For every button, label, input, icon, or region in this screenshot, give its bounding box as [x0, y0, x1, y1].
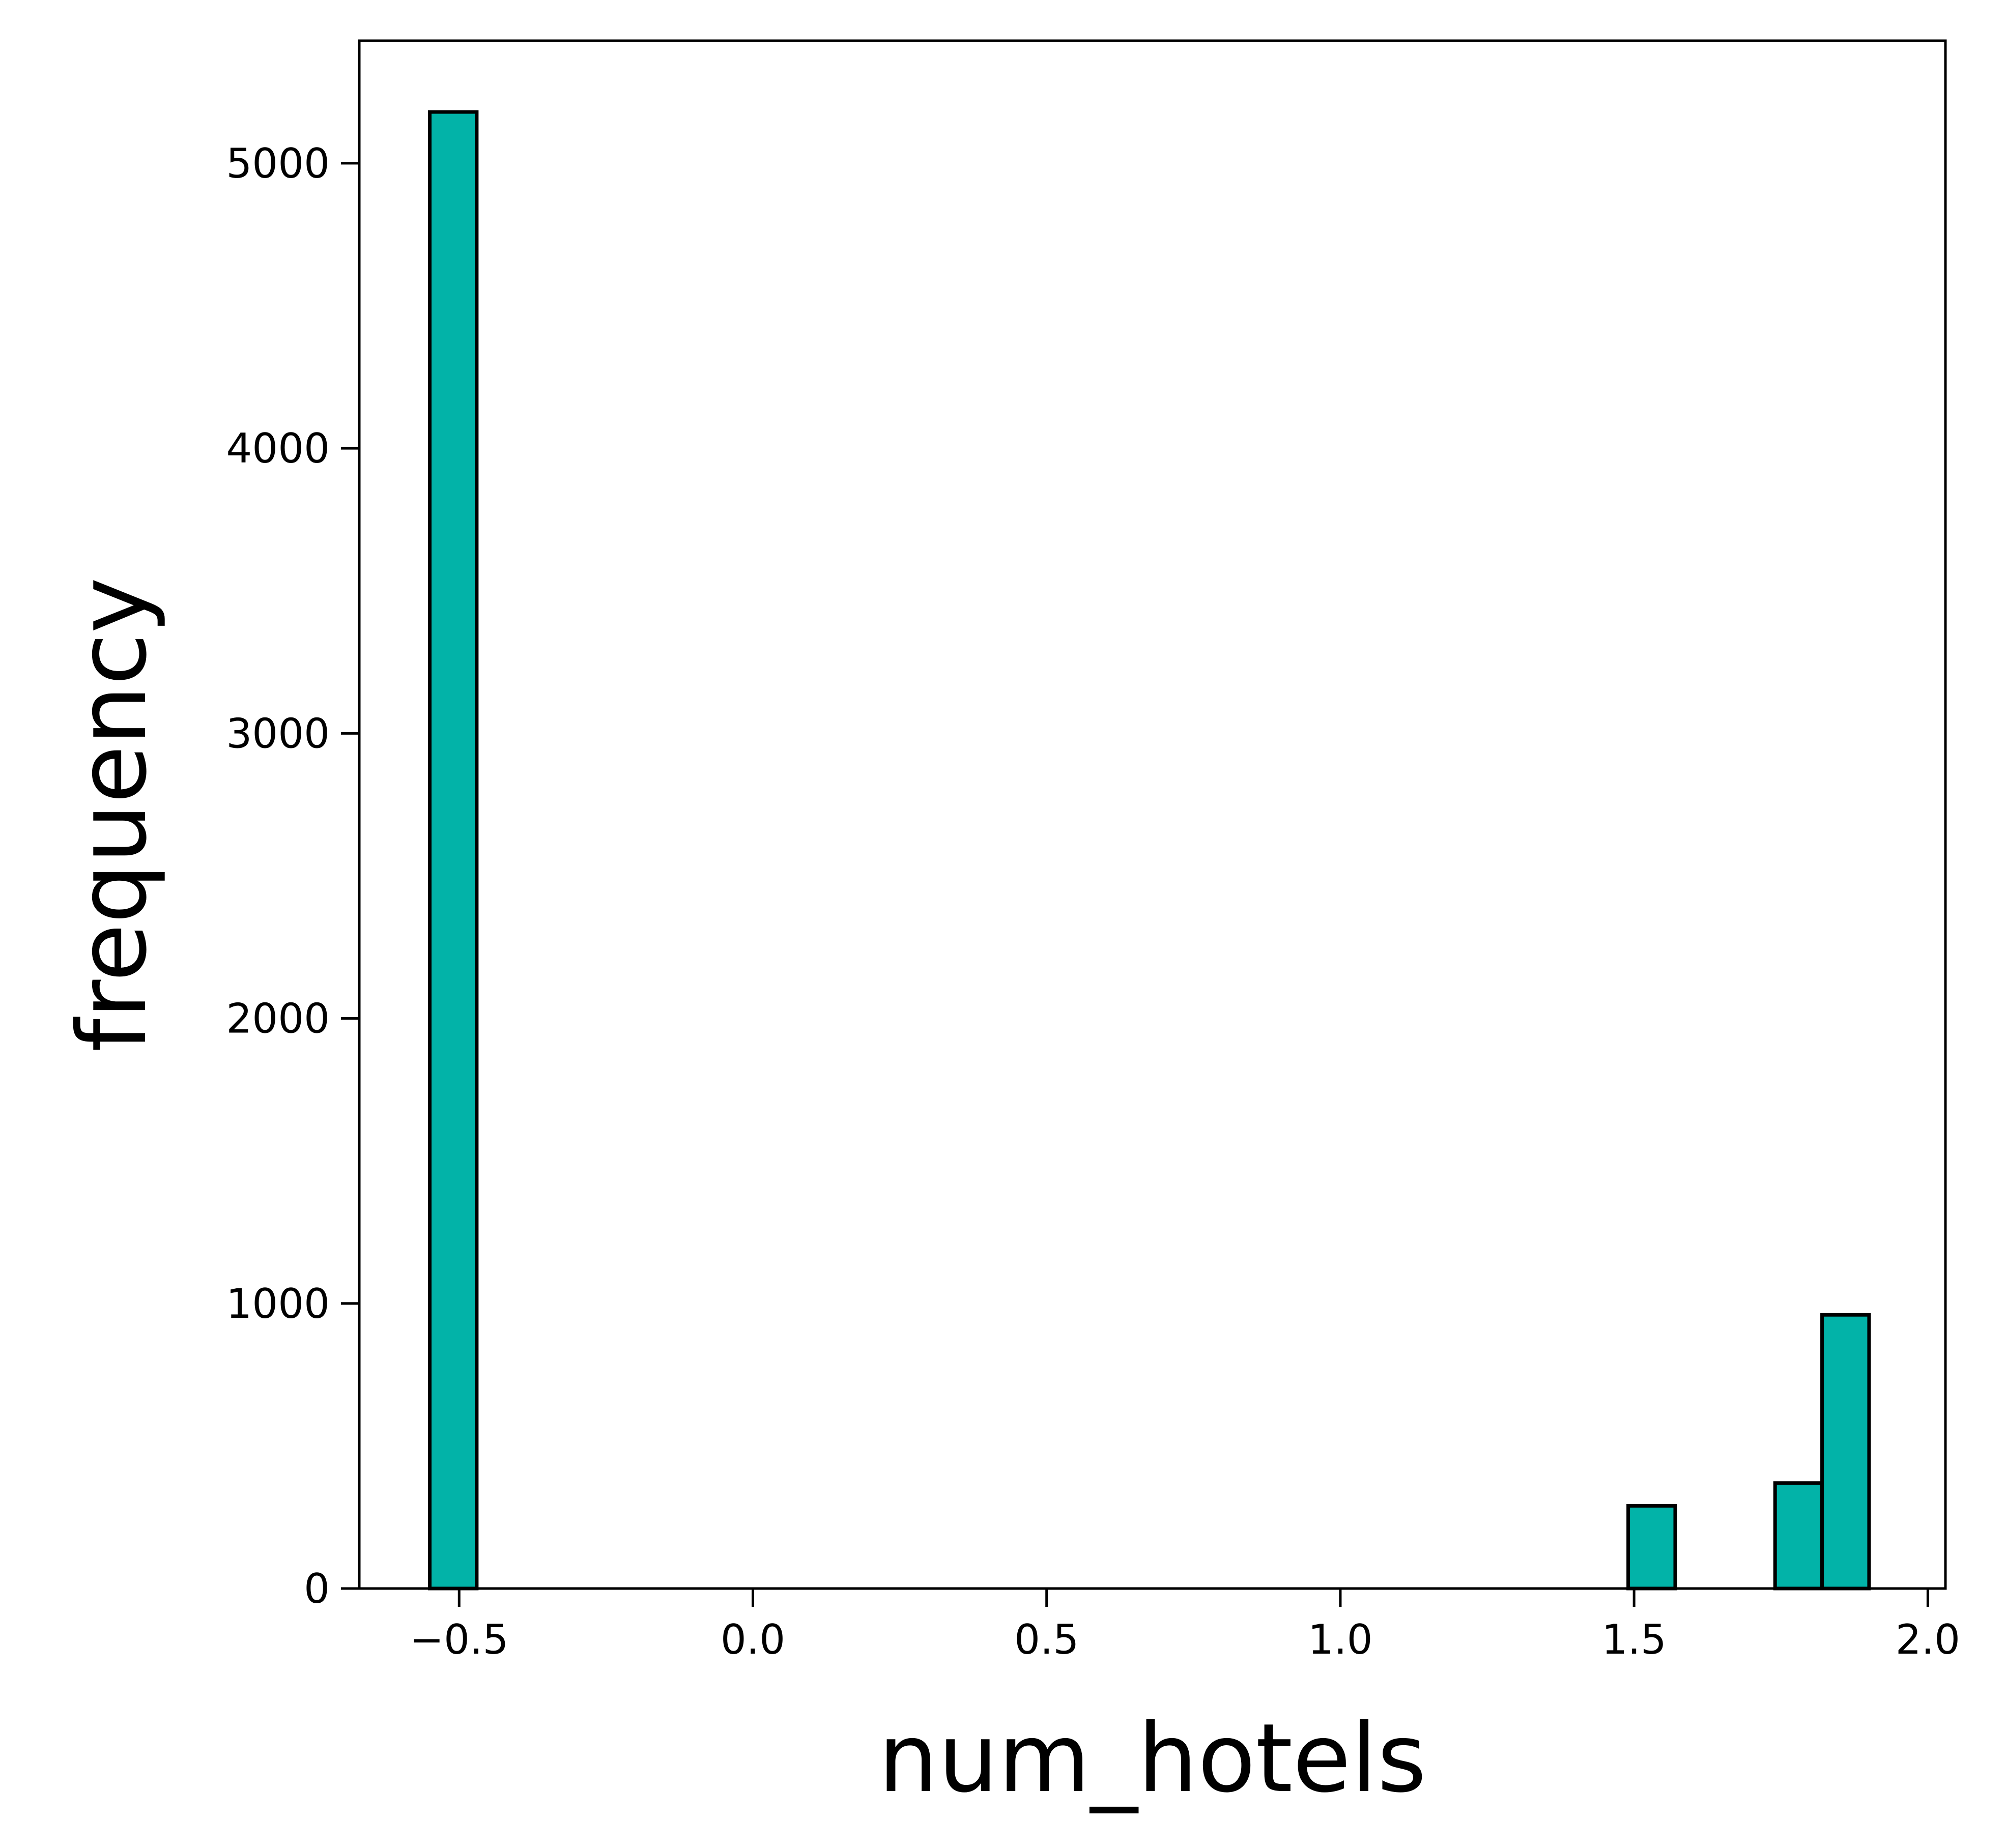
y-tick-label-5: 5000 [226, 140, 330, 187]
histogram-bar-0 [428, 110, 479, 1591]
y-axis-ticks: 0 1000 2000 3000 4000 5000 [226, 140, 359, 1612]
x-tick-label-5: 2.0 [1896, 1616, 1960, 1663]
histogram-bar-2 [1773, 1481, 1824, 1591]
x-axis-ticks: −0.5 0.0 0.5 1.0 1.5 2.0 [410, 1589, 1960, 1663]
x-tick-label-0: −0.5 [410, 1616, 508, 1663]
x-axis-title: num_hotels [878, 1703, 1427, 1813]
x-tick-label-3: 1.0 [1308, 1616, 1372, 1663]
y-tick-label-2: 2000 [226, 995, 330, 1043]
plot-area-frame [358, 39, 1947, 1590]
bars-group [428, 110, 1871, 1591]
y-tick-label-1: 1000 [226, 1280, 330, 1327]
y-tick-label-3: 3000 [226, 710, 330, 757]
x-tick-label-4: 1.5 [1602, 1616, 1667, 1663]
histogram-bar-1 [1626, 1504, 1677, 1591]
x-tick-label-1: 0.0 [721, 1616, 785, 1663]
histogram-bar-3 [1820, 1313, 1871, 1591]
x-tick-label-2: 0.5 [1014, 1616, 1079, 1663]
y-tick-label-0: 0 [304, 1565, 330, 1612]
y-tick-label-4: 4000 [226, 425, 330, 472]
y-axis-title: frequency [57, 578, 167, 1052]
